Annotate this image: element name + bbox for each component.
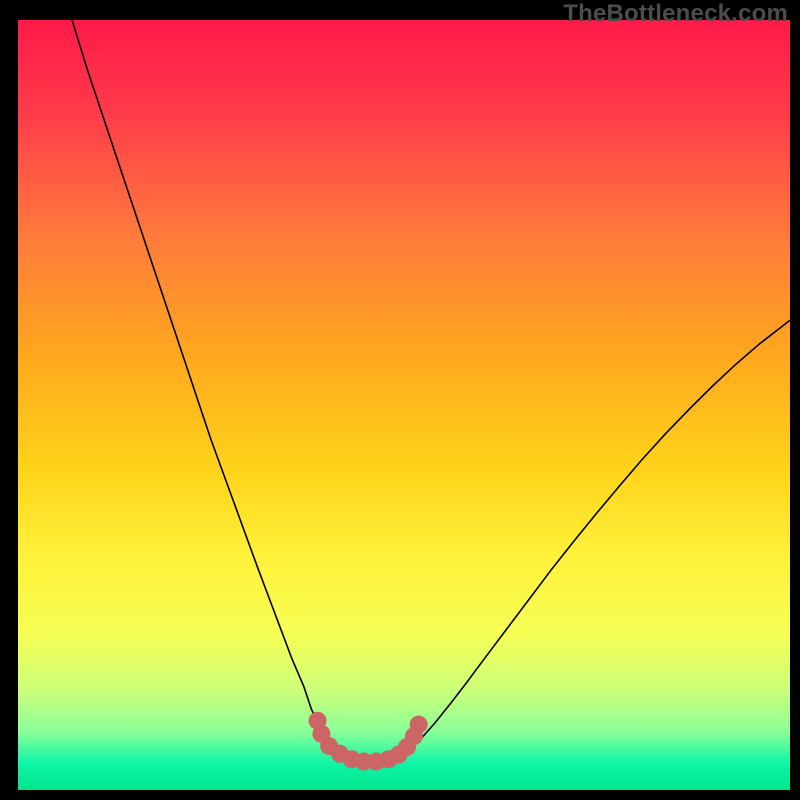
chart-stage: TheBottleneck.com (0, 0, 800, 800)
coral-scatter-layer (18, 20, 790, 790)
plot-area (18, 20, 790, 790)
coral-marker (410, 716, 428, 734)
watermark-label: TheBottleneck.com (563, 0, 788, 28)
coral-marker-group (309, 712, 428, 771)
